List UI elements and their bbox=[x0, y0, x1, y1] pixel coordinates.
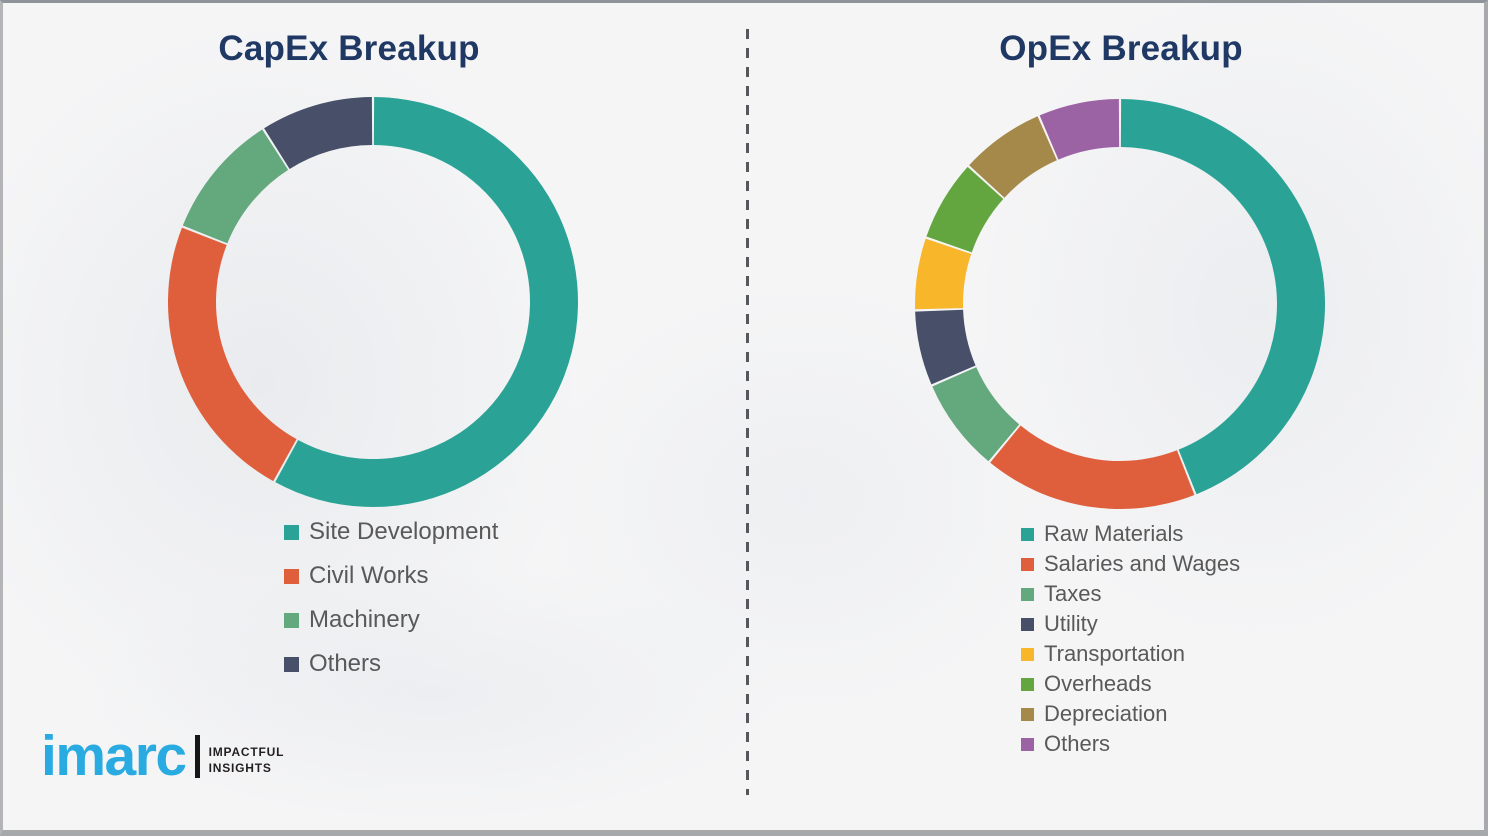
donut-segment-salaries-and-wages bbox=[990, 425, 1195, 510]
legend-label: Utility bbox=[1044, 611, 1098, 636]
legend-label: Depreciation bbox=[1044, 701, 1168, 726]
donut-segment-machinery bbox=[182, 129, 289, 244]
legend-label: Civil Works bbox=[309, 562, 429, 589]
legend-swatch bbox=[1021, 587, 1034, 601]
legend-swatch bbox=[284, 612, 299, 628]
legend-swatch bbox=[1021, 677, 1034, 691]
legend-item-overheads: Overheads bbox=[1021, 669, 1240, 699]
opex-donut-chart bbox=[915, 99, 1326, 510]
donut-segment-civil-works bbox=[167, 227, 297, 482]
legend-swatch bbox=[1021, 737, 1034, 751]
legend-label: Others bbox=[1044, 731, 1111, 756]
legend-item-taxes: Taxes bbox=[1021, 579, 1240, 609]
imarc-wordmark: imarc bbox=[41, 724, 187, 788]
legend-item-site-development: Site Development bbox=[284, 510, 498, 554]
capex-donut-chart bbox=[167, 97, 579, 507]
legend-item-others: Others bbox=[1021, 729, 1240, 759]
legend-label: Salaries and Wages bbox=[1044, 551, 1241, 576]
legend-label: Others bbox=[309, 650, 382, 677]
legend-item-depreciation: Depreciation bbox=[1021, 699, 1240, 729]
donut-segment-others bbox=[264, 97, 373, 169]
legend-label: Overheads bbox=[1044, 671, 1152, 696]
imarc-logo: imarc IMPACTFUL INSIGHTS bbox=[41, 724, 285, 788]
logo-tagline-line2: INSIGHTS bbox=[208, 761, 272, 776]
donut-segment-utility bbox=[915, 309, 976, 385]
legend-swatch bbox=[1021, 557, 1034, 571]
opex-chart-title: OpEx Breakup bbox=[999, 29, 1243, 68]
legend-label: Raw Materials bbox=[1044, 521, 1184, 546]
donut-segment-others bbox=[1039, 99, 1120, 160]
legend-swatch bbox=[284, 568, 299, 584]
legend-swatch bbox=[1021, 707, 1034, 721]
logo-divider-bar bbox=[194, 734, 200, 778]
legend-label: Transportation bbox=[1044, 641, 1186, 666]
donut-segment-site-development bbox=[275, 97, 579, 507]
donut-segment-depreciation bbox=[969, 116, 1057, 198]
legend-item-salaries-and-wages: Salaries and Wages bbox=[1021, 549, 1240, 579]
legend-item-machinery: Machinery bbox=[284, 598, 498, 642]
opex-legend: Raw Materials Salaries and Wages Taxes Util… bbox=[1021, 519, 1240, 759]
legend-label: Site Development bbox=[309, 518, 499, 545]
legend-label: Machinery bbox=[309, 606, 420, 633]
legend-swatch bbox=[1021, 527, 1034, 541]
legend-item-utility: Utility bbox=[1021, 609, 1240, 639]
legend-item-others: Others bbox=[284, 642, 498, 686]
legend-label: Taxes bbox=[1044, 581, 1102, 606]
legend-swatch bbox=[1021, 647, 1034, 661]
logo-tagline-line1: IMPACTFUL bbox=[208, 745, 285, 760]
donut-segment-taxes bbox=[932, 367, 1020, 462]
donut-segment-transportation bbox=[915, 238, 972, 310]
section-divider-dashed-line bbox=[746, 29, 749, 795]
legend-item-raw-materials: Raw Materials bbox=[1021, 519, 1240, 549]
donut-segment-raw-materials bbox=[1120, 99, 1326, 495]
donut-segment-overheads bbox=[926, 166, 1004, 253]
legend-swatch bbox=[1021, 617, 1034, 631]
logo-tagline: IMPACTFUL INSIGHTS bbox=[209, 744, 285, 779]
legend-swatch bbox=[284, 524, 299, 540]
legend-item-transportation: Transportation bbox=[1021, 639, 1240, 669]
capex-legend: Site Development Civil Works Machinery Othe… bbox=[284, 510, 498, 686]
capex-chart-title: CapEx Breakup bbox=[218, 29, 480, 68]
legend-item-civil-works: Civil Works bbox=[284, 554, 498, 598]
legend-swatch bbox=[284, 656, 299, 672]
